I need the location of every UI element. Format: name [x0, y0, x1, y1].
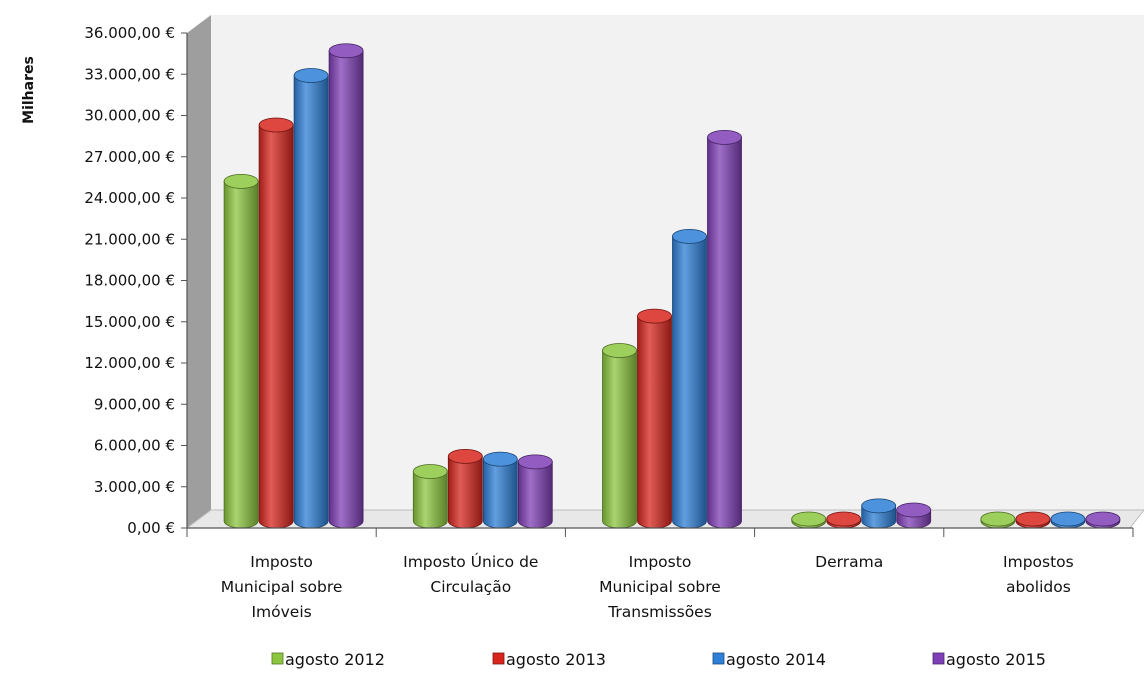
bar-top [861, 498, 897, 514]
bar-body [672, 235, 707, 529]
legend-swatch [492, 652, 505, 665]
bar-2-2 [672, 228, 707, 529]
bar-top [637, 308, 672, 324]
bar-body [412, 471, 448, 529]
bar-top [896, 502, 932, 518]
bar-body [482, 458, 518, 529]
y-tick-label: 18.000,00 € [84, 272, 175, 290]
bars [223, 43, 1121, 529]
bar-2-1 [637, 308, 672, 529]
y-tick-label: 9.000,00 € [94, 395, 175, 413]
x-category-label: Impostos abolidos [1003, 553, 1074, 596]
bar-body [328, 50, 364, 529]
bar-top [672, 228, 707, 244]
bar-top [482, 451, 518, 467]
bar-body [517, 461, 553, 529]
bar-top [258, 117, 294, 133]
y-tick-label: 12.000,00 € [84, 354, 175, 372]
bar-top [328, 43, 364, 59]
bar-4-0 [980, 511, 1016, 529]
bar-1-2 [482, 451, 518, 529]
bar-1-3 [517, 454, 553, 529]
side-wall [187, 15, 211, 528]
bar-top [517, 454, 553, 470]
x-category-label: Imposto Municipal sobre Transmissões [599, 553, 721, 621]
bar-top [1050, 511, 1086, 527]
y-tick-label: 21.000,00 € [84, 230, 175, 248]
bar-top [447, 448, 483, 464]
y-tick-label: 30.000,00 € [84, 107, 175, 125]
legend-label: agosto 2014 [726, 650, 826, 669]
x-axis: Imposto Municipal sobre Imóveis Imposto Úni… [186, 527, 1134, 621]
bar-top [1085, 511, 1121, 527]
bar-4-3 [1085, 511, 1121, 529]
legend-swatch [712, 652, 725, 665]
y-tick-label: 0,00 € [127, 519, 175, 537]
y-tick-label: 3.000,00 € [94, 478, 175, 496]
y-axis-title: Milhares [21, 56, 37, 124]
y-tick-label: 6.000,00 € [94, 437, 175, 455]
legend-label: agosto 2012 [285, 650, 385, 669]
bar-4-2 [1050, 511, 1086, 529]
x-category-label: Derrama [815, 553, 883, 571]
bar-body [637, 315, 672, 529]
bar-3-1 [826, 511, 862, 529]
bar-body [223, 180, 259, 529]
bar-4-1 [1015, 511, 1051, 529]
bar-top [602, 343, 637, 358]
bar-top [223, 173, 259, 189]
bar-2-3 [707, 129, 742, 529]
bar-0-2 [293, 68, 329, 529]
bar-top [707, 129, 742, 145]
bar-0-0 [223, 173, 259, 529]
legend: agosto 2012 agosto 2013 agosto 2014 agosto … [271, 650, 1046, 669]
bar-top [293, 68, 329, 83]
bar-0-3 [328, 43, 364, 529]
bar-3-3 [896, 502, 932, 529]
bar-body [602, 350, 637, 529]
y-tick-label: 24.000,00 € [84, 189, 175, 207]
legend-swatch [271, 652, 284, 665]
bar-top [412, 464, 448, 479]
bar-0-1 [258, 117, 294, 529]
y-tick-label: 33.000,00 € [84, 65, 175, 83]
y-tick-label: 36.000,00 € [84, 24, 175, 42]
x-category-label: Imposto Municipal sobre Imóveis [221, 553, 343, 621]
bar-top [1015, 511, 1051, 527]
y-tick-label: 15.000,00 € [84, 313, 175, 331]
bar-body [707, 136, 742, 529]
bar-top [980, 511, 1016, 527]
bar-1-0 [412, 464, 448, 529]
bar-body [293, 75, 329, 529]
x-category-label: Imposto Único de Circulação [403, 552, 538, 596]
bar-top [826, 511, 862, 527]
bar-body [447, 455, 483, 529]
legend-label: agosto 2013 [506, 650, 606, 669]
legend-label: agosto 2015 [946, 650, 1046, 669]
bar-3-2 [861, 498, 897, 529]
y-tick-label: 27.000,00 € [84, 148, 175, 166]
bar-top [791, 511, 827, 527]
y-axis: 0,00 € 3.000,00 € 6.000,00 € 9.000,00 € 12.0… [84, 24, 188, 537]
bar-1-1 [447, 448, 483, 529]
bar-body [258, 124, 294, 529]
bar-3-0 [791, 511, 827, 529]
bar-2-0 [602, 343, 637, 529]
legend-swatch [932, 652, 945, 665]
